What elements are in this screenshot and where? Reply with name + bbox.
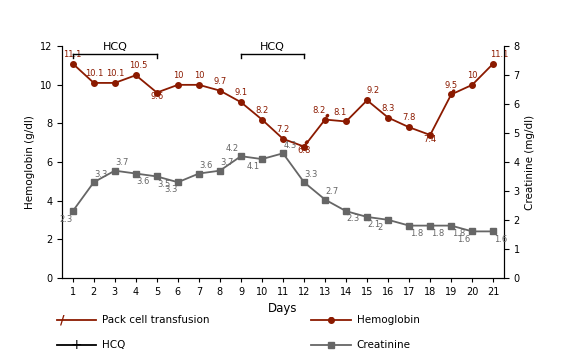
Text: 3.7: 3.7 — [115, 158, 129, 167]
Text: 3.3: 3.3 — [95, 170, 108, 179]
Text: 3.6: 3.6 — [200, 161, 213, 170]
Text: 2.1: 2.1 — [368, 220, 381, 229]
Text: 3.7: 3.7 — [221, 158, 234, 167]
Text: 8.1: 8.1 — [333, 108, 346, 117]
Text: 7.4: 7.4 — [423, 135, 437, 144]
Text: 1.8: 1.8 — [410, 229, 423, 238]
Text: 1.8: 1.8 — [431, 229, 444, 238]
Text: HCQ: HCQ — [102, 340, 125, 350]
Text: 9.2: 9.2 — [367, 87, 380, 95]
Text: 3.3: 3.3 — [164, 185, 177, 194]
Text: 8.2: 8.2 — [312, 106, 325, 115]
Text: Hemoglobin: Hemoglobin — [357, 315, 419, 325]
Text: 10: 10 — [194, 71, 204, 80]
Text: 8.3: 8.3 — [381, 104, 395, 113]
Text: 4.2: 4.2 — [226, 144, 239, 153]
Text: 3.3: 3.3 — [305, 170, 318, 179]
Text: HCQ: HCQ — [102, 42, 127, 52]
Text: 11.1: 11.1 — [490, 50, 509, 59]
Text: 10: 10 — [467, 71, 478, 80]
Text: 1.6: 1.6 — [457, 235, 470, 244]
Text: 2.3: 2.3 — [60, 215, 73, 224]
Text: o: o — [328, 315, 335, 325]
Text: 8.2: 8.2 — [255, 106, 269, 115]
X-axis label: Days: Days — [268, 302, 298, 315]
Text: s: s — [328, 340, 334, 350]
Text: HCQ: HCQ — [260, 42, 285, 52]
Text: 7.8: 7.8 — [402, 114, 416, 122]
Text: 10.1: 10.1 — [84, 69, 103, 78]
Text: 1.6: 1.6 — [494, 235, 507, 244]
Text: /: / — [60, 314, 65, 326]
Text: 1.8: 1.8 — [452, 229, 465, 238]
Text: Pack cell transfusion: Pack cell transfusion — [102, 315, 209, 325]
Text: Creatinine: Creatinine — [357, 340, 410, 350]
Text: 10.5: 10.5 — [128, 61, 147, 70]
Text: 3.5: 3.5 — [157, 179, 171, 189]
Text: 2.7: 2.7 — [326, 187, 339, 196]
Text: 3.6: 3.6 — [136, 177, 150, 186]
Text: 9.6: 9.6 — [150, 92, 164, 101]
Text: 4.3: 4.3 — [284, 141, 297, 150]
Text: 6.8: 6.8 — [297, 146, 311, 155]
Text: 10: 10 — [173, 71, 183, 80]
Y-axis label: Creatinine (mg/dl): Creatinine (mg/dl) — [525, 114, 535, 210]
Text: 9.1: 9.1 — [234, 88, 247, 98]
Text: 4.1: 4.1 — [247, 162, 260, 171]
Text: 7.2: 7.2 — [276, 125, 290, 134]
Text: +: + — [71, 338, 82, 352]
Text: 2.3: 2.3 — [347, 214, 360, 223]
Text: 9.7: 9.7 — [213, 77, 226, 86]
Text: 9.5: 9.5 — [445, 81, 458, 90]
Text: 11.1: 11.1 — [63, 50, 82, 59]
Y-axis label: Hemoglobin (g/dl): Hemoglobin (g/dl) — [24, 115, 35, 209]
Text: 10.1: 10.1 — [106, 69, 124, 78]
Text: 2: 2 — [377, 223, 382, 232]
